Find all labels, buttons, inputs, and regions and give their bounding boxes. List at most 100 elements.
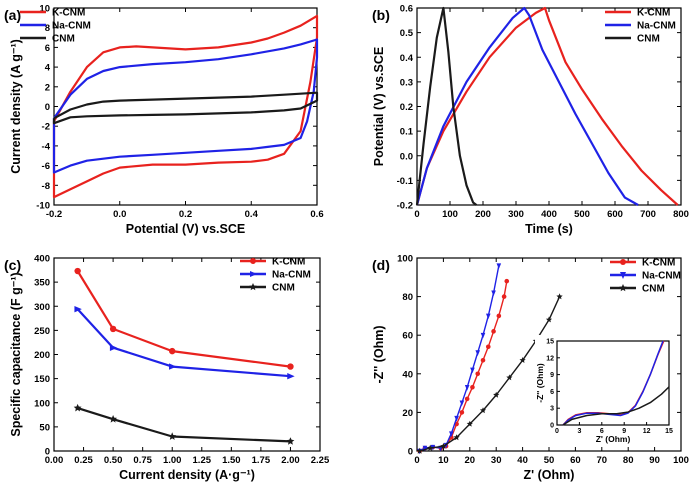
plot-frame: [53, 7, 318, 206]
y-tick-label: 6: [45, 43, 50, 54]
x-axis-label: Time (s): [525, 222, 573, 236]
x-tick-label: 0.2: [179, 209, 192, 220]
data-point-Na-CNM: [485, 313, 491, 320]
y-tick-label: 0.5: [400, 28, 414, 39]
y-tick-label: -4: [42, 141, 51, 152]
data-point-CNM: [556, 293, 563, 300]
legend-label-Na-CNM: Na-CNM: [52, 21, 91, 32]
y-tick-label: 50: [39, 422, 50, 433]
data-point-CNM: [493, 391, 500, 398]
legend-label-CNM: CNM: [637, 34, 660, 45]
series-line-Na-CNM: [76, 308, 291, 378]
y-tick-label: 350: [34, 278, 50, 289]
x-tick-label: 0.75: [133, 455, 152, 466]
chart-panel-a: -0.2 0.0 0.2 0.4 0.6 -10 -8 -6 -4 -2 0 2 4 6 8 10 Potent…: [4, 4, 324, 237]
legend-label-CNM: CNM: [272, 283, 295, 294]
legend-marker-CNM: [249, 283, 257, 291]
legend-marker-K-CNM: [250, 258, 256, 264]
data-point-K-CNM: [480, 357, 486, 363]
legend-label-K-CNM: K-CNM: [272, 257, 305, 268]
x-tick-label: 90: [649, 455, 660, 466]
y-tick-label: 40: [402, 369, 413, 380]
x-tick-label: 500: [574, 209, 590, 220]
inset-y-tick-label: 0: [550, 423, 554, 430]
x-tick-label: 100: [673, 455, 689, 466]
x-tick-label: 700: [640, 209, 656, 220]
y-axis-label: Specific capacitance (F g⁻¹): [9, 272, 23, 436]
x-tick-label: 100: [442, 209, 458, 220]
x-tick-label: 60: [570, 455, 581, 466]
y-tick-label: 200: [34, 350, 50, 361]
data-point-K-CNM: [475, 371, 481, 377]
data-point-K-CNM: [491, 329, 496, 334]
x-tick-label: 300: [508, 209, 524, 220]
y-tick-label: 250: [34, 326, 50, 337]
series-line-CNM: [52, 91, 319, 125]
y-axis-label: Potential (V) vs.SCE: [372, 47, 386, 166]
inset-series-CNM: [562, 386, 670, 426]
data-point-Na-CNM: [454, 415, 459, 422]
y-tick-label: 150: [34, 374, 50, 385]
legend: K-CNM Na-CNM CNM: [610, 258, 681, 295]
x-tick-label: 0.50: [104, 455, 123, 466]
inset-x-tick-label: 15: [665, 428, 673, 435]
y-tick-label: -0.2: [397, 201, 413, 212]
x-tick-label: 0: [414, 455, 419, 466]
data-point-CNM: [506, 374, 513, 381]
x-tick-label: 1.50: [222, 455, 241, 466]
y-tick-label: 10: [39, 4, 50, 15]
series-line-CNM: [415, 6, 478, 206]
x-tick-label: 80: [623, 455, 634, 466]
panel-label: (a): [4, 7, 21, 23]
data-point-Na-CNM: [74, 305, 82, 313]
y-axis-label: -Z'' (Ohm): [372, 325, 386, 383]
x-tick-label: 1.25: [193, 455, 212, 466]
legend-marker-Na-CNM: [250, 271, 257, 277]
x-tick-label: 0.25: [74, 455, 93, 466]
legend-label-K-CNM: K-CNM: [637, 8, 670, 19]
x-tick-label: 2.25: [311, 455, 330, 466]
y-tick-label: 0.0: [400, 151, 413, 162]
inset-x-tick-label: 6: [600, 428, 604, 435]
inset-y-tick-label: 12: [546, 355, 554, 362]
x-axis-label: Z' (Ohm): [524, 468, 575, 482]
x-tick-label: 70: [597, 455, 608, 466]
chart-panel-b: 0 100 200 300 400 500 600 700 800 -0.2 -0.1 0.0 0.1 0…: [372, 4, 689, 237]
y-tick-label: 0.6: [400, 4, 413, 15]
data-point-K-CNM: [169, 347, 176, 355]
panel-label: (b): [372, 7, 390, 23]
panel-label: (c): [4, 257, 21, 273]
y-tick-label: 100: [34, 398, 50, 409]
y-tick-label: 20: [402, 408, 413, 419]
legend-marker-Na-CNM: [620, 272, 626, 279]
y-tick-label: 100: [397, 254, 413, 265]
x-tick-label: 400: [541, 209, 557, 220]
legend-label-Na-CNM: Na-CNM: [637, 21, 676, 32]
y-tick-label: 0.3: [400, 77, 413, 88]
inset-frame: [556, 340, 670, 426]
x-tick-label: 800: [673, 209, 689, 220]
series-line-CNM: [77, 407, 291, 443]
legend-marker-K-CNM: [620, 259, 626, 265]
x-tick-label: 2.00: [281, 455, 300, 466]
data-point-K-CNM: [501, 294, 507, 299]
legend-label-CNM: CNM: [52, 34, 75, 45]
inset-x-tick-label: 12: [643, 428, 651, 435]
data-point-Na-CNM: [470, 367, 475, 374]
x-tick-label: 600: [607, 209, 623, 220]
inset-y-tick-label: 15: [546, 339, 554, 346]
series-line-Na-CNM: [415, 6, 639, 206]
data-point-CNM: [479, 407, 487, 414]
x-tick-label: 10: [438, 455, 449, 466]
inset-x-axis-label: Z' (Ohm): [596, 434, 631, 444]
y-tick-label: 4: [45, 63, 51, 74]
x-tick-label: 30: [491, 455, 502, 466]
y-tick-label: 0: [45, 102, 50, 113]
inset-series-Na-CNM: [562, 340, 664, 426]
data-point-Na-CNM: [449, 431, 454, 437]
inset-y-axis-label: -Z'' (Ohm): [535, 363, 545, 403]
inset-x-tick-label: 9: [622, 428, 626, 435]
y-tick-label: 0: [408, 447, 413, 458]
